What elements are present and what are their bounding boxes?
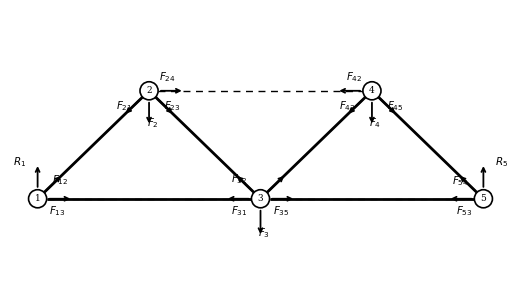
Text: $F_{45}$: $F_{45}$ [387, 99, 403, 113]
Text: 3: 3 [258, 194, 263, 203]
Text: 4: 4 [369, 86, 375, 95]
Text: 2: 2 [146, 86, 152, 95]
Text: $F_{53}$: $F_{53}$ [455, 204, 472, 218]
Circle shape [363, 82, 381, 100]
Circle shape [474, 190, 492, 208]
Circle shape [252, 190, 269, 208]
Text: $R_1$: $R_1$ [13, 156, 26, 170]
Text: $F_{24}$: $F_{24}$ [159, 70, 176, 84]
Text: $F_{42}$: $F_{42}$ [345, 70, 362, 84]
Text: $F_4$: $F_4$ [369, 117, 381, 130]
Text: 5: 5 [480, 194, 486, 203]
Text: $F_{35}$: $F_{35}$ [273, 204, 290, 218]
Circle shape [29, 190, 47, 208]
Text: $F_{12}$: $F_{12}$ [53, 173, 69, 187]
Text: $F_{43}$: $F_{43}$ [339, 99, 356, 113]
Text: 1: 1 [35, 194, 41, 203]
Text: $R_5$: $R_5$ [495, 156, 508, 170]
Text: $F_{31}$: $F_{31}$ [231, 204, 248, 218]
Text: $F_{54}$: $F_{54}$ [452, 174, 469, 188]
Text: $F_{23}$: $F_{23}$ [164, 99, 180, 113]
Text: $F_{32}$: $F_{32}$ [231, 172, 248, 186]
Text: $F_3$: $F_3$ [258, 227, 270, 241]
Text: $F_{21}$: $F_{21}$ [116, 99, 133, 113]
Circle shape [140, 82, 158, 100]
Text: $F_{13}$: $F_{13}$ [49, 204, 66, 218]
Text: $F_2$: $F_2$ [146, 117, 158, 130]
